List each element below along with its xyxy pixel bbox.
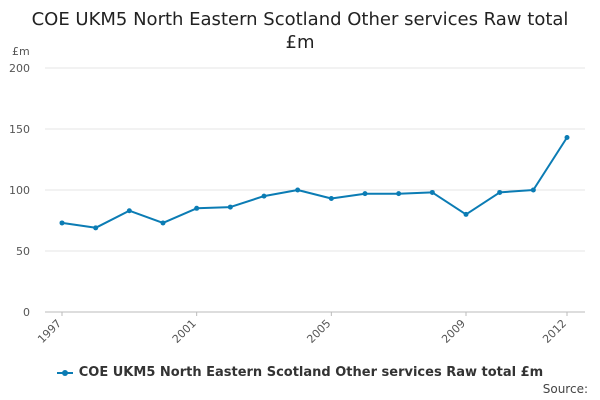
x-tick-label: 2005 — [304, 317, 333, 346]
data-point-2000[interactable] — [160, 220, 166, 226]
data-point-2001[interactable] — [194, 205, 200, 211]
chart-title: COE UKM5 North Eastern Scotland Other se… — [31, 9, 569, 53]
data-point-2011[interactable] — [530, 187, 536, 193]
data-point-1999[interactable] — [126, 208, 132, 214]
legend[interactable]: COE UKM5 North Eastern Scotland Other se… — [0, 365, 600, 380]
x-tick-label: 1997 — [35, 317, 64, 346]
data-point-2010[interactable] — [497, 189, 503, 195]
data-point-1998[interactable] — [93, 225, 99, 231]
data-point-2005[interactable] — [328, 196, 334, 202]
x-tick-label: 2001 — [170, 317, 199, 346]
x-tick-label: 2009 — [439, 317, 468, 346]
data-point-2006[interactable] — [362, 191, 368, 197]
data-point-2004[interactable] — [295, 187, 301, 193]
data-point-2003[interactable] — [261, 193, 267, 199]
x-tick-label: 2012 — [540, 317, 569, 346]
y-axis-unit-label: £m — [12, 45, 30, 58]
data-point-2012[interactable] — [564, 135, 570, 141]
series-line — [61, 136, 568, 229]
data-point-2007[interactable] — [396, 191, 402, 197]
source-label: Source: — [542, 382, 588, 396]
y-tick-label: 200 — [9, 62, 30, 75]
y-tick-label: 150 — [9, 123, 30, 136]
legend-series-label: COE UKM5 North Eastern Scotland Other se… — [78, 365, 544, 380]
y-tick-label: 50 — [16, 245, 30, 258]
data-point-2002[interactable] — [227, 204, 233, 210]
y-tick-label: 100 — [9, 184, 30, 197]
data-point-2009[interactable] — [463, 211, 469, 217]
legend-line-marker-icon — [56, 369, 73, 376]
y-tick-label: 0 — [23, 306, 30, 319]
data-point-1997[interactable] — [59, 220, 65, 226]
data-point-2008[interactable] — [429, 189, 435, 195]
